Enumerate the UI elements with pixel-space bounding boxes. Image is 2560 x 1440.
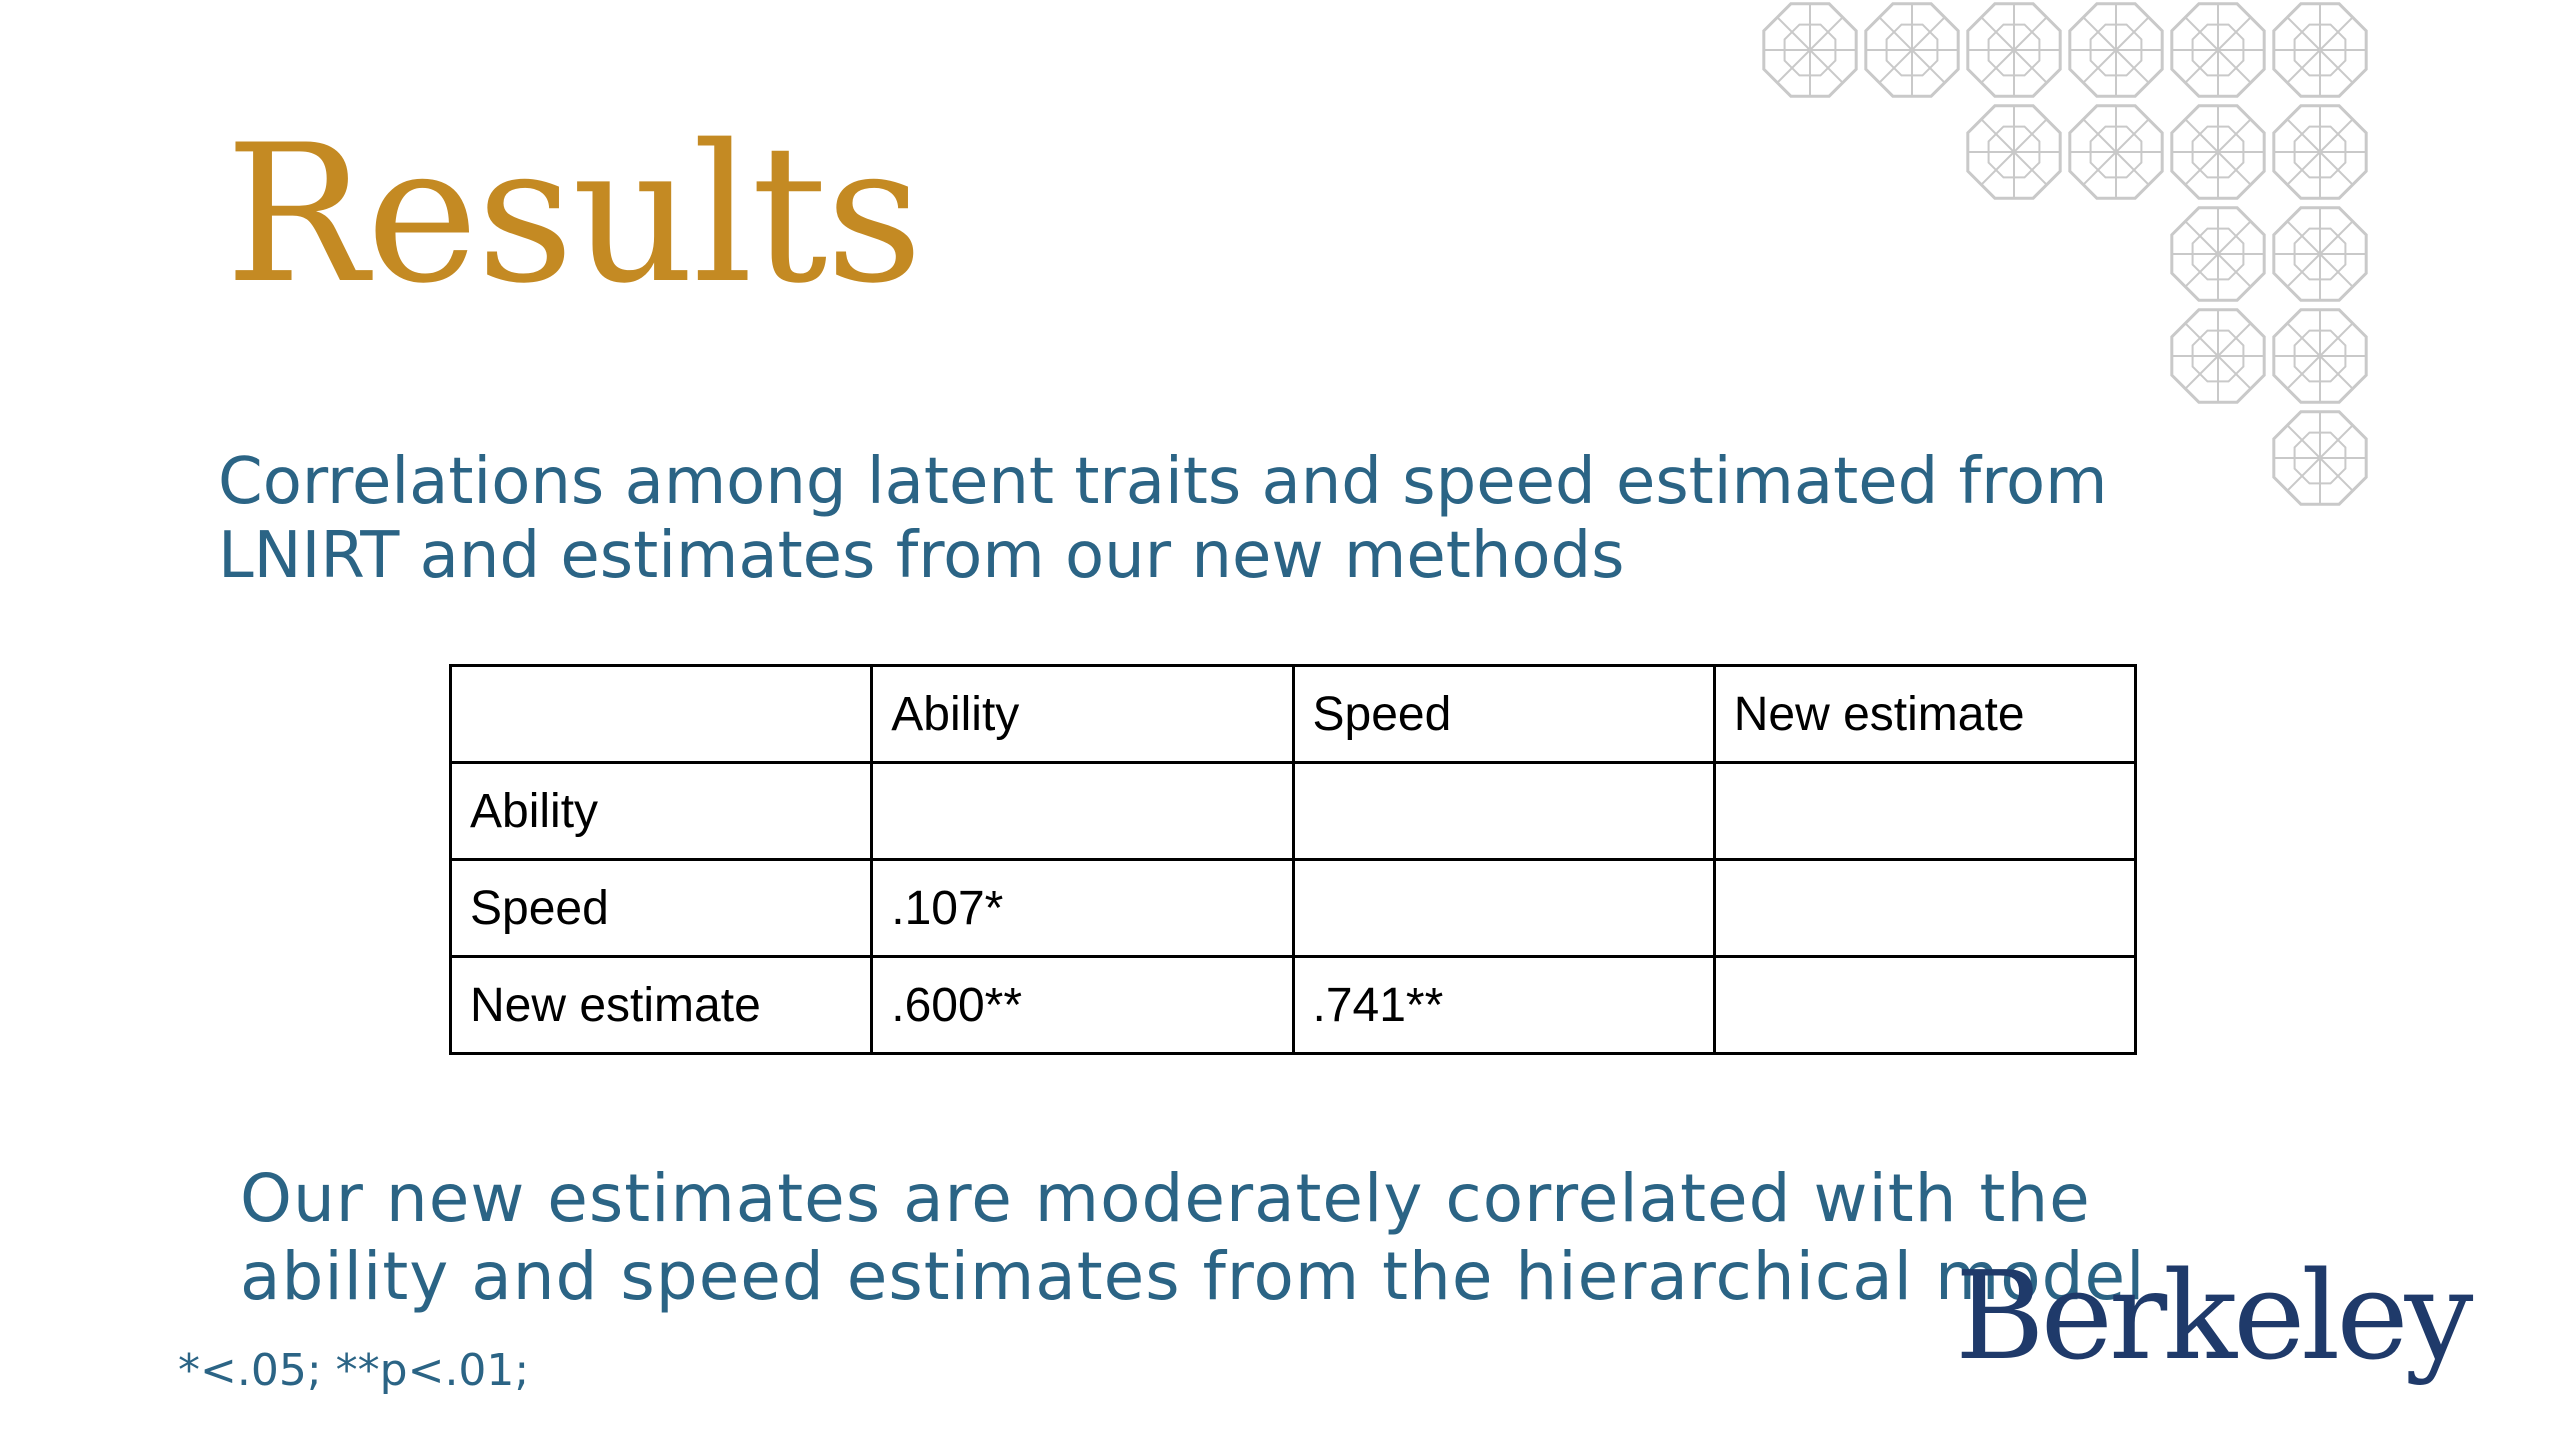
conclusion-text: Our new estimates are moderately correla… (240, 1160, 2190, 1316)
geometric-pattern-icon (1762, 2, 2368, 506)
table-cell: New estimate (448, 955, 874, 1055)
octagon-tile (1864, 2, 1960, 98)
table-row: Speed .107* (448, 858, 2138, 958)
berkeley-logo: Berkeley (1955, 1245, 2473, 1387)
table-cell (1712, 761, 2138, 861)
conclusion-line: ability and speed estimates from the hie… (240, 1238, 2146, 1315)
octagon-tile (2170, 104, 2266, 200)
correlation-table: Ability Speed New estimate Ability Speed… (448, 664, 2138, 1055)
table-cell (870, 761, 1295, 861)
octagon-tile (2068, 2, 2164, 98)
octagon-tile (2272, 410, 2368, 506)
table-cell: Ability (448, 761, 874, 861)
octagon-tile (2170, 2, 2266, 98)
table-cell (1291, 858, 1716, 958)
octagon-tile (2272, 308, 2368, 404)
slide-title: Results (225, 104, 923, 325)
octagon-tile (1966, 104, 2062, 200)
octagon-tile (2272, 2, 2368, 98)
octagon-tile (2272, 104, 2368, 200)
octagon-tile (1762, 2, 1858, 98)
octagon-tile (2170, 308, 2266, 404)
table-header-cell: Speed (1291, 664, 1716, 764)
subtitle-line: LNIRT and estimates from our new methods (218, 519, 1625, 593)
table-cell: .741** (1291, 955, 1716, 1055)
table-header-row: Ability Speed New estimate (448, 664, 2138, 764)
table-header-cell: New estimate (1712, 664, 2138, 764)
table-cell: Speed (448, 858, 874, 958)
table-row: New estimate .600** .741** (448, 955, 2138, 1055)
octagon-tile (1966, 2, 2062, 98)
subtitle-line: Correlations among latent traits and spe… (218, 445, 2108, 519)
table-cell (1291, 761, 1716, 861)
table-cell (1712, 858, 2138, 958)
conclusion-line: Our new estimates are moderately correla… (240, 1160, 2091, 1237)
table-cell: .600** (870, 955, 1295, 1055)
significance-footnote: *<.05; **p<.01; (178, 1345, 530, 1396)
table-row: Ability (448, 761, 2138, 861)
table-header-cell (448, 664, 874, 764)
table-cell (1712, 955, 2138, 1055)
octagon-tile (2170, 206, 2266, 302)
octagon-tile (2068, 104, 2164, 200)
octagon-tile (2272, 206, 2368, 302)
slide-subtitle: Correlations among latent traits and spe… (218, 445, 2118, 593)
table-header-cell: Ability (870, 664, 1295, 764)
table-cell: .107* (870, 858, 1295, 958)
